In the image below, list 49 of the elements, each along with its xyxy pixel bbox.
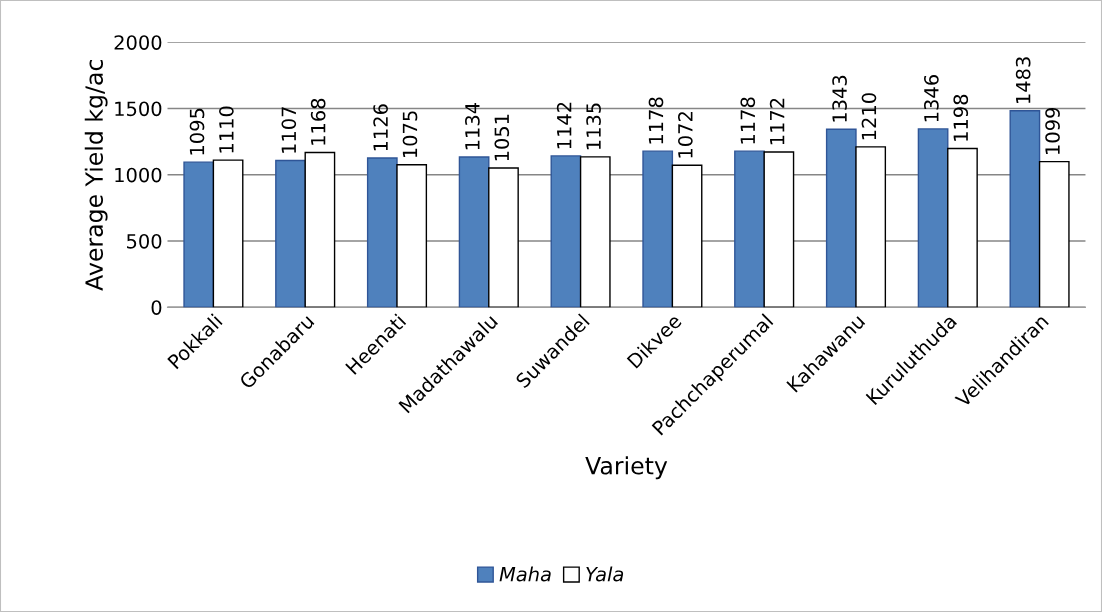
legend-label: Maha [499, 566, 551, 582]
data-label: 1075 [402, 111, 418, 158]
bar [825, 128, 857, 308]
bar [458, 156, 490, 308]
data-label: 1346 [924, 75, 939, 122]
y-tick-label: 2000 [114, 35, 162, 50]
bar [671, 164, 703, 308]
y-axis-title: Average Yield kg/ac [84, 60, 108, 291]
bar [734, 150, 765, 308]
data-label: 1107 [281, 107, 297, 153]
bar [396, 164, 428, 308]
bar [642, 150, 674, 308]
data-label: 1095 [189, 108, 205, 155]
data-label: 1099 [1045, 107, 1060, 154]
bar [917, 128, 949, 308]
bar [1009, 110, 1041, 308]
data-label: 1142 [556, 102, 572, 149]
bar [763, 151, 795, 308]
data-label: 1172 [769, 98, 785, 145]
bar [947, 147, 978, 308]
data-label: 1210 [861, 93, 877, 140]
data-label: 1110 [219, 106, 234, 153]
data-label: 1135 [586, 103, 601, 150]
data-label: 1343 [832, 75, 847, 122]
data-label: 1126 [373, 104, 388, 151]
data-label: 1178 [648, 97, 664, 144]
bar [488, 167, 519, 308]
y-tick-label: 0 [151, 300, 162, 315]
data-label: 1134 [465, 103, 480, 150]
data-label: 1072 [678, 112, 693, 158]
bar [366, 157, 398, 308]
bar [275, 159, 306, 308]
bar [579, 156, 611, 308]
y-tick-label: 1000 [115, 167, 162, 183]
bar [855, 146, 887, 308]
bar [304, 151, 336, 308]
x-axis-title: Variety [585, 456, 668, 480]
y-tick-label: 1500 [115, 101, 162, 117]
data-label: 1178 [740, 97, 756, 144]
legend-label: Yala [586, 566, 624, 582]
data-label: 1168 [310, 98, 326, 145]
bar [550, 155, 582, 308]
data-label: 1198 [953, 94, 969, 141]
bar [1038, 160, 1070, 308]
bar [212, 159, 244, 308]
bar [183, 161, 215, 308]
data-label: 1483 [1015, 57, 1031, 104]
data-label: 1051 [494, 114, 510, 161]
y-tick-label: 500 [127, 233, 162, 249]
